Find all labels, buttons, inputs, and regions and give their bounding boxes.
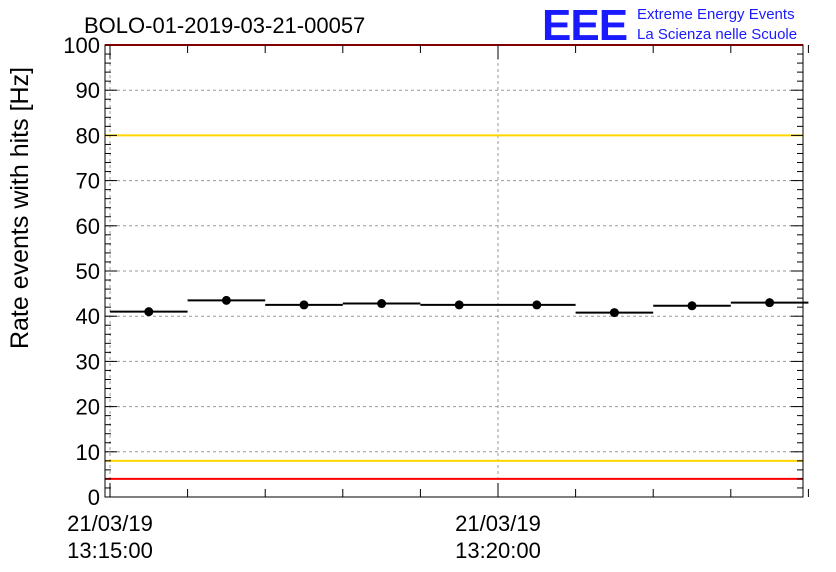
eee-logo: EEE Extreme Energy Events La Scienza nel… [542, 1, 797, 50]
data-point [144, 307, 154, 317]
chart-title: BOLO-01-2019-03-21-00057 [84, 13, 365, 38]
logo-line-2: La Scienza nelle Scuole [637, 26, 797, 43]
y-tick-label: 70 [76, 169, 100, 194]
y-tick-label: 10 [76, 440, 100, 465]
reference-lines [105, 44, 803, 480]
data-point [377, 299, 387, 309]
data-point [299, 300, 309, 310]
data-point [687, 301, 697, 311]
data-point [765, 298, 775, 308]
y-tick-label: 50 [76, 259, 100, 284]
y-tick-label: 30 [76, 349, 100, 374]
grid [105, 45, 803, 497]
y-tick-label: 100 [63, 33, 100, 58]
data-point [454, 300, 464, 310]
x-tick-date: 21/03/19 [455, 511, 541, 536]
data-point [532, 300, 542, 310]
y-tick-label: 90 [76, 78, 100, 103]
data-series [110, 295, 809, 318]
logo-mark: EEE [542, 1, 627, 50]
logo-line-1: Extreme Energy Events [637, 6, 795, 23]
x-tick-time: 13:20:00 [455, 538, 541, 563]
y-tick-label: 60 [76, 214, 100, 239]
x-tick-date: 21/03/19 [67, 511, 153, 536]
y-axis: 0 10 20 30 40 50 60 70 80 90 100 [63, 33, 803, 510]
y-axis-label: Rate events with hits [Hz] [6, 67, 34, 349]
data-point [221, 295, 231, 305]
y-tick-label: 80 [76, 123, 100, 148]
y-tick-label: 0 [88, 485, 100, 510]
data-point [609, 308, 619, 318]
y-tick-label: 20 [76, 395, 100, 420]
x-tick-time: 13:15:00 [67, 538, 153, 563]
y-tick-label: 40 [76, 304, 100, 329]
